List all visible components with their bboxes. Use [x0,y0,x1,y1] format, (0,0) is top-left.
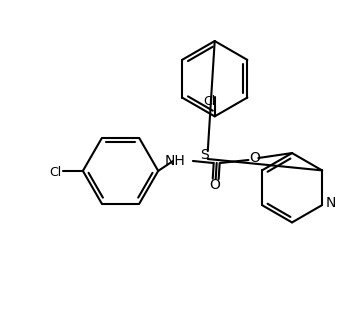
Text: Cl: Cl [49,166,61,179]
Text: NH: NH [164,154,185,168]
Text: O: O [209,178,220,192]
Text: N: N [326,196,336,210]
Text: S: S [201,148,209,162]
Text: Cl: Cl [203,95,216,108]
Text: O: O [249,151,260,165]
